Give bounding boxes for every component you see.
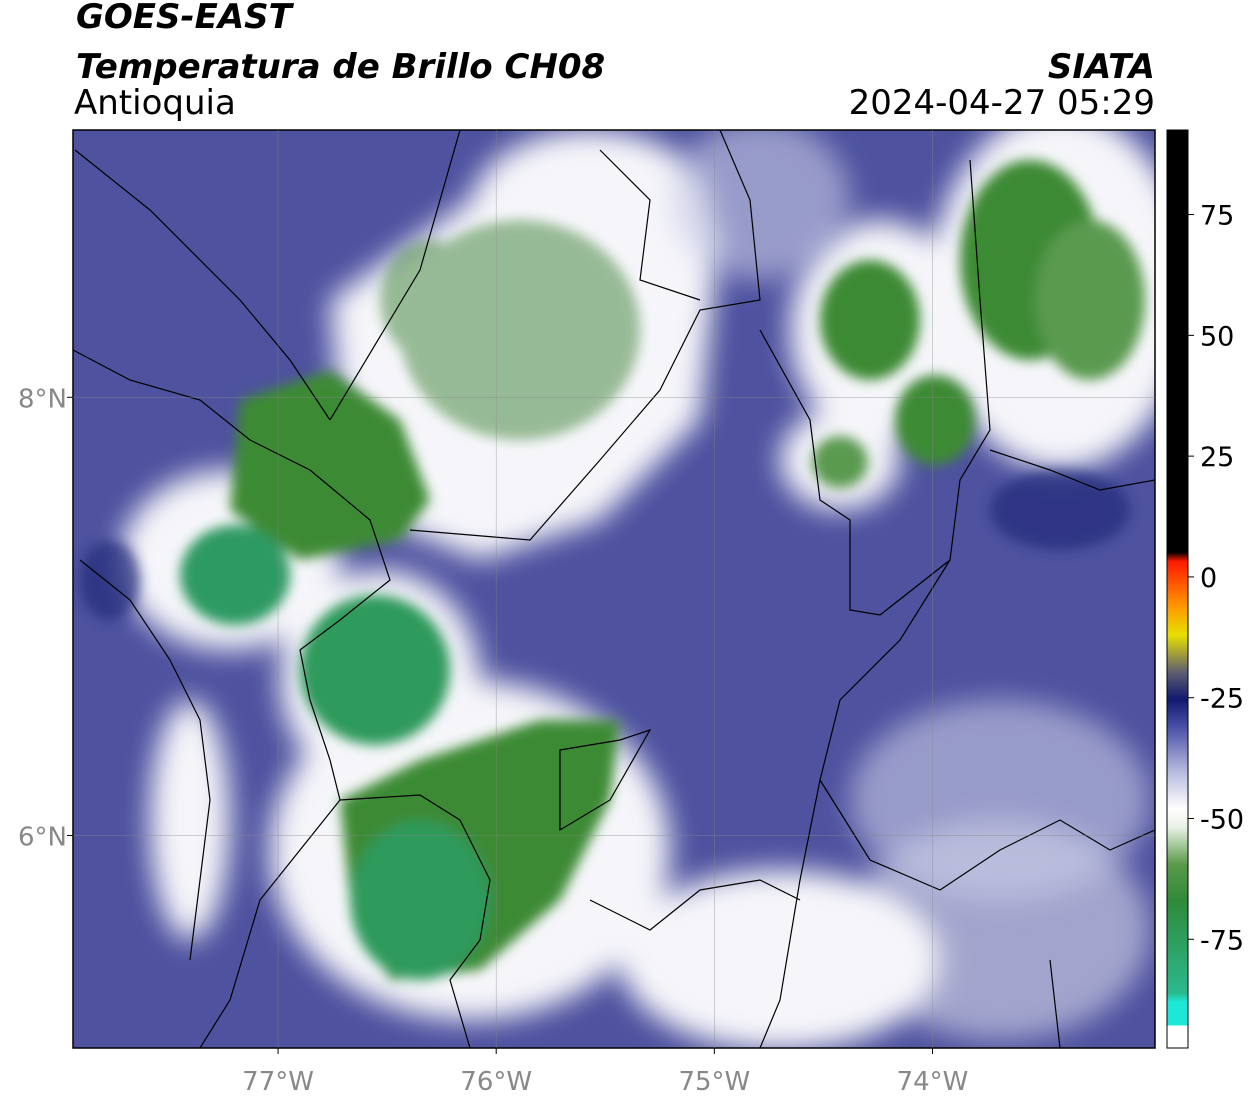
colorbar-tick-label: 75 [1200, 201, 1234, 232]
colorbar-tick-label: 0 [1200, 563, 1217, 594]
satellite-title: GOES-EAST [76, 0, 295, 37]
y-tick-label: 6°N [18, 822, 67, 852]
x-tick-label: 76°W [460, 1067, 532, 1097]
x-tick-label: 75°W [678, 1067, 750, 1097]
x-tick-label: 74°W [897, 1067, 969, 1097]
colorbar-tick-label: 25 [1200, 442, 1234, 473]
colorbar-tick-label: -50 [1200, 805, 1244, 836]
agency-title: SIATA [1048, 47, 1155, 87]
map-frame [72, 129, 1156, 1049]
colorbar-tick-label: -75 [1200, 925, 1244, 956]
timestamp: 2024-04-27 05:29 [849, 83, 1155, 123]
colorbar [1166, 129, 1189, 1049]
x-tick-label: 77°W [242, 1067, 314, 1097]
imagery [73, 130, 1155, 1048]
product-title: Temperatura de Brillo CH08 [76, 47, 605, 87]
colorbar-tick-label: 50 [1200, 321, 1234, 352]
y-tick-label: 8°N [18, 384, 67, 414]
colorbar-tick-label: -25 [1200, 684, 1244, 715]
borders [73, 130, 1155, 1048]
region-title: Antioquia [74, 83, 236, 123]
